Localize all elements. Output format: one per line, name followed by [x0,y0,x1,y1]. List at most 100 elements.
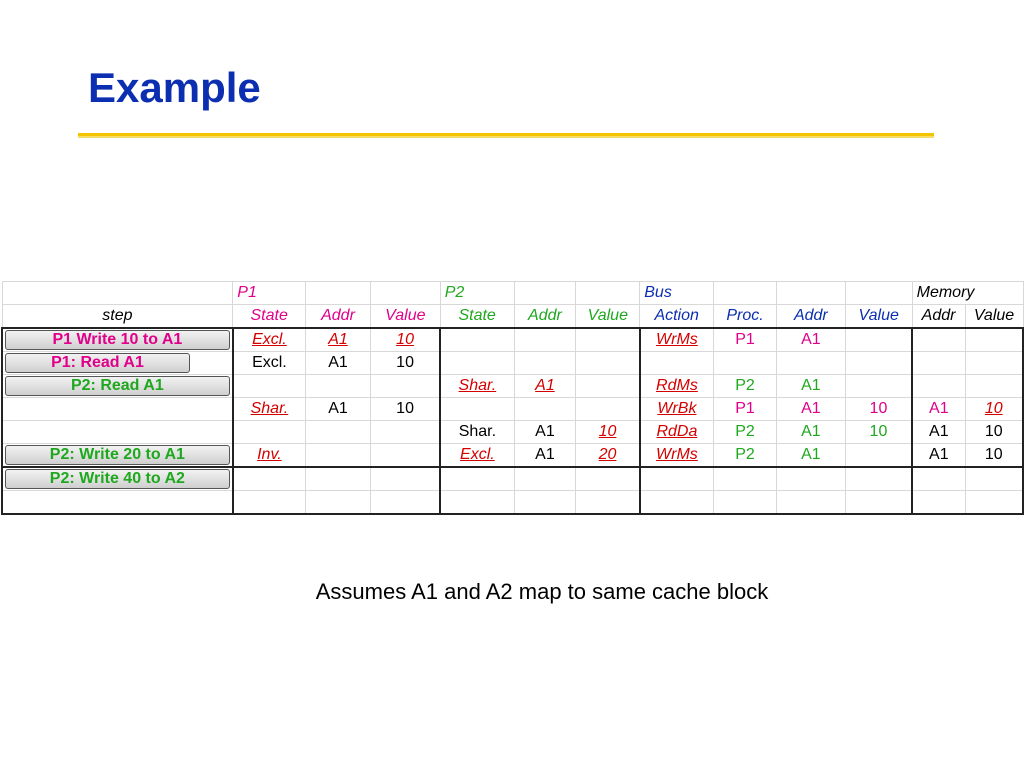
cell-bus-action: RdDa [639,420,715,444]
cell-p1-addr: A1 [305,351,371,375]
cell-p1-addr [305,374,371,398]
cell-p2-state [439,466,515,491]
cell-mem-value [964,374,1024,398]
cell-bus-value [844,466,914,491]
cell-bus-addr: A1 [775,397,846,421]
step-button[interactable]: P1: Read A1 [5,353,190,373]
step-button[interactable]: P2: Write 20 to A1 [5,445,230,465]
cell-p1-state [232,420,307,444]
cell-p2-addr: A1 [513,420,577,444]
cell-p2-value: 20 [575,443,641,468]
cell-bus-value [844,490,914,515]
cell-step [1,420,234,444]
cell-bus-proc: P2 [713,420,777,444]
step-button[interactable]: P2: Write 40 to A2 [5,469,230,489]
cell-p1-value [369,490,442,515]
table-row: P1 Write 10 to A1 Excl. A1 10 WrMs P1 A1 [1,327,1024,352]
cell-step [1,397,234,421]
cell-p1-value [369,443,442,468]
group-label-memory: Memory [911,281,1024,305]
cell-p1-state [232,466,307,491]
cell-bus-value: 10 [844,420,914,444]
cell-bus-action: WrMs [639,327,715,352]
cell-mem-value: 10 [964,420,1024,444]
group-label-p2: P2 [439,281,515,305]
cell-bus-addr: A1 [775,420,846,444]
cell-p2-value [575,374,641,398]
cell-bus-proc [713,351,777,375]
cell-p1-value [369,466,442,491]
header-bus-action: Action [639,304,715,329]
cell-p1-state: Excl. [232,327,307,352]
cell-p2-addr [513,327,577,352]
cell-p2-state: Shar. [439,374,515,398]
cell-bus-addr: A1 [775,327,846,352]
header-p1-addr: Addr [305,304,371,329]
group-label-bus: Bus [639,281,715,305]
header-p1-state: State [232,304,307,329]
cell-p2-value [575,490,641,515]
page-title: Example [88,64,261,111]
header-mem-addr: Addr [911,304,966,329]
cell-p2-state [439,327,515,352]
table-row: P2: Write 40 to A2 [1,466,1024,491]
cell-p2-value: 10 [575,420,641,444]
group-label-p1: P1 [232,281,307,305]
header-p2-state: State [439,304,515,329]
cell-mem-addr: A1 [911,420,966,444]
cell-bus-addr [775,351,846,375]
cell-bus-value [844,374,914,398]
cell-bus-action: RdMs [639,374,715,398]
cell-bus-action [639,466,715,491]
header-mem-value: Value [964,304,1024,329]
cell-mem-value [964,351,1024,375]
cell-bus-addr: A1 [775,374,846,398]
cell-bus-addr [775,490,846,515]
cell-p1-value [369,420,442,444]
table-row: P2: Read A1 Shar. A1 RdMs P2 A1 [1,374,1024,398]
cell-bus-value [844,443,914,468]
footnote: Assumes A1 and A2 map to same cache bloc… [315,579,769,604]
cell-p2-addr [513,351,577,375]
table-row: Shar. A1 10 WrBk P1 A1 10 A1 10 [1,397,1024,421]
cell-p1-addr [305,466,371,491]
header-p1-value: Value [369,304,441,329]
cell-bus-proc [713,490,777,515]
cell-p1-value [369,374,442,398]
cell-p1-addr: A1 [305,397,371,421]
cell-p2-state [439,397,515,421]
cell-mem-value [964,490,1024,515]
table-row: P2: Write 20 to A1 Inv. Excl. A1 20 WrMs… [1,443,1024,468]
cell-p2-state: Shar. [439,420,515,444]
cell-step [1,490,234,515]
cell-mem-value [964,327,1024,352]
cell-mem-addr [911,327,966,352]
header-p2-value: Value [575,304,641,329]
cell-bus-addr: A1 [775,443,846,468]
cell-p2-addr [513,490,577,515]
cell-mem-value: 10 [964,397,1024,421]
header-p2-addr: Addr [513,304,577,329]
cell-mem-addr: A1 [911,397,966,421]
cell-p2-value [575,397,641,421]
cell-p1-value: 10 [369,351,442,375]
cell-bus-value [844,351,914,375]
cell-p1-addr: A1 [305,327,371,352]
cell-mem-addr [911,490,966,515]
header-step: step [1,304,234,329]
cell-bus-action [639,490,715,515]
cell-p2-addr: A1 [513,443,577,468]
cell-p1-state: Excl. [232,351,307,375]
cell-p2-addr: A1 [513,374,577,398]
step-button[interactable]: P2: Read A1 [5,376,230,396]
cell-p2-state [439,351,515,375]
cell-p2-value [575,351,641,375]
cell-p1-state [232,374,307,398]
cell-bus-proc: P1 [713,327,777,352]
cell-bus-action: WrBk [639,397,715,421]
cell-bus-value: 10 [844,397,914,421]
step-button[interactable]: P1 Write 10 to A1 [5,330,230,350]
cell-p1-state: Inv. [232,443,307,468]
table-row [1,490,1024,515]
header-bus-addr: Addr [775,304,846,329]
